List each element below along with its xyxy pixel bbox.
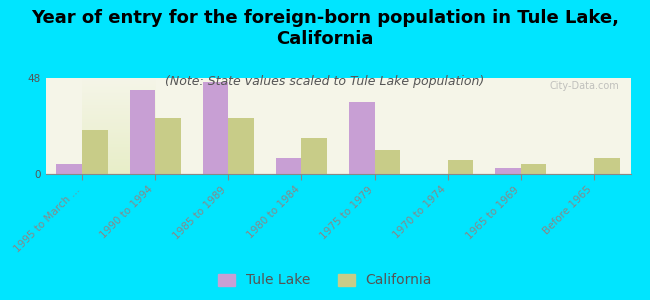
Bar xyxy=(302,138,327,174)
Bar xyxy=(203,82,228,174)
Bar xyxy=(374,150,400,174)
Bar xyxy=(57,164,82,174)
Bar xyxy=(228,118,254,174)
Bar xyxy=(349,102,374,174)
Bar xyxy=(521,164,547,174)
Text: (Note: State values scaled to Tule Lake population): (Note: State values scaled to Tule Lake … xyxy=(165,75,485,88)
Bar xyxy=(448,160,473,174)
Bar xyxy=(129,90,155,174)
Bar xyxy=(495,168,521,174)
Bar xyxy=(82,130,108,174)
Legend: Tule Lake, California: Tule Lake, California xyxy=(213,268,437,293)
Bar xyxy=(276,158,302,174)
Bar xyxy=(155,118,181,174)
Text: Year of entry for the foreign-born population in Tule Lake,
California: Year of entry for the foreign-born popul… xyxy=(31,9,619,48)
Bar xyxy=(594,158,619,174)
Text: City-Data.com: City-Data.com xyxy=(549,81,619,91)
